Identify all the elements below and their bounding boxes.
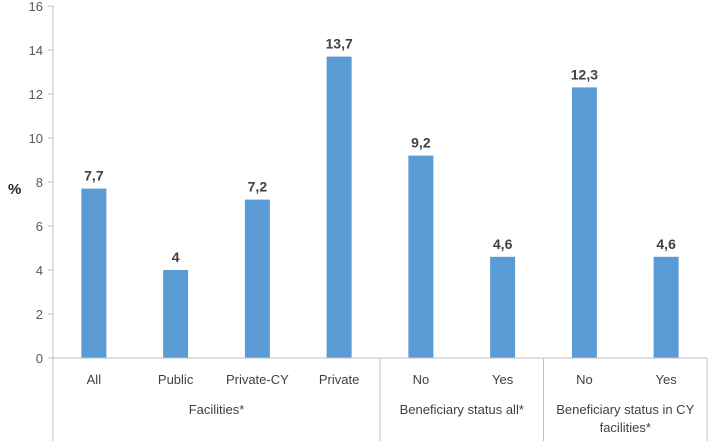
bar [163,270,189,358]
group-label: Beneficiary status all* [400,402,524,417]
y-tick-label: 8 [36,175,43,190]
x-tick-label: No [576,372,593,387]
data-label: 13,7 [326,36,353,52]
bar [571,87,597,359]
data-label: 9,2 [411,135,431,151]
y-tick-label: 4 [36,263,43,278]
bars-layer: 7,7 4 7,2 13,7 9,2 4,6 12,3 4,6 [81,36,679,359]
bar [244,199,270,358]
y-tick-label: 0 [36,351,43,366]
y-tick-label: 10 [29,131,43,146]
y-tick-label: 2 [36,307,43,322]
x-tick-label: No [413,372,430,387]
group-label: Facilities* [189,402,245,417]
data-label: 4,6 [493,236,513,252]
group-label: Beneficiary status in CY facilities* [556,402,694,435]
y-axis: 0 2 4 6 8 10 12 14 16 [29,0,54,366]
x-tick-label: Yes [656,372,678,387]
x-tick-label: Public [158,372,194,387]
x-tick-label: Private-CY [226,372,289,387]
y-tick-label: 14 [29,43,43,58]
data-label: 4,6 [656,236,676,252]
data-label: 7,7 [84,168,104,184]
data-label: 12,3 [571,66,598,82]
bar [490,256,516,358]
x-tick-label: All [87,372,102,387]
x-tick-label: Yes [492,372,514,387]
y-tick-label: 12 [29,87,43,102]
data-label: 4 [172,249,180,265]
bar [408,155,434,358]
y-tick-label: 6 [36,219,43,234]
bar [326,56,352,358]
x-axis: All Public Private-CY Private No Yes No Yes Faci… [52,357,708,441]
bar [81,188,107,358]
y-tick-label: 16 [29,0,43,14]
data-label: 7,2 [248,179,268,195]
bar [653,256,679,358]
x-tick-label: Private [319,372,359,387]
y-axis-label: % [8,181,21,198]
